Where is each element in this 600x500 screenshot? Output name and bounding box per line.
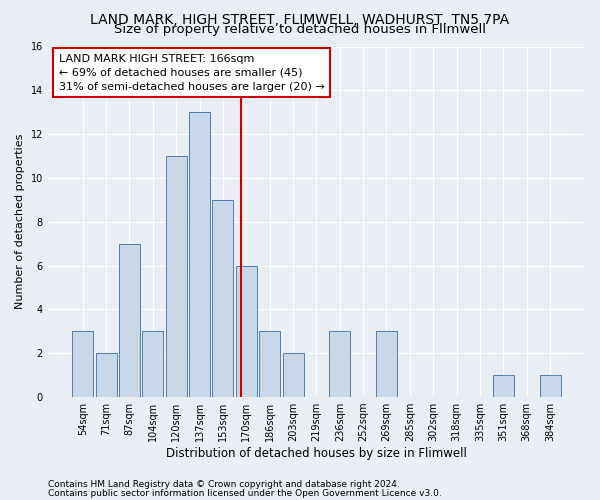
Bar (259, 332, 280, 397)
Bar (142, 332, 163, 397)
Bar (376, 332, 397, 397)
Text: LAND MARK, HIGH STREET, FLIMWELL, WADHURST, TN5 7PA: LAND MARK, HIGH STREET, FLIMWELL, WADHUR… (91, 12, 509, 26)
Text: Contains HM Land Registry data © Crown copyright and database right 2024.: Contains HM Land Registry data © Crown c… (48, 480, 400, 489)
Text: LAND MARK HIGH STREET: 166sqm
← 69% of detached houses are smaller (45)
31% of s: LAND MARK HIGH STREET: 166sqm ← 69% of d… (59, 54, 324, 92)
Bar (189, 112, 210, 397)
Y-axis label: Number of detached properties: Number of detached properties (15, 134, 25, 310)
Bar (119, 244, 140, 397)
Bar (166, 156, 187, 397)
Bar (329, 332, 350, 397)
Bar (236, 266, 257, 397)
Bar (95, 354, 116, 397)
Text: Size of property relative to detached houses in Flimwell: Size of property relative to detached ho… (114, 22, 486, 36)
Bar (539, 375, 560, 397)
Bar (283, 354, 304, 397)
Bar (212, 200, 233, 397)
Bar (493, 375, 514, 397)
Bar (72, 332, 93, 397)
X-axis label: Distribution of detached houses by size in Flimwell: Distribution of detached houses by size … (166, 447, 467, 460)
Text: Contains public sector information licensed under the Open Government Licence v3: Contains public sector information licen… (48, 488, 442, 498)
